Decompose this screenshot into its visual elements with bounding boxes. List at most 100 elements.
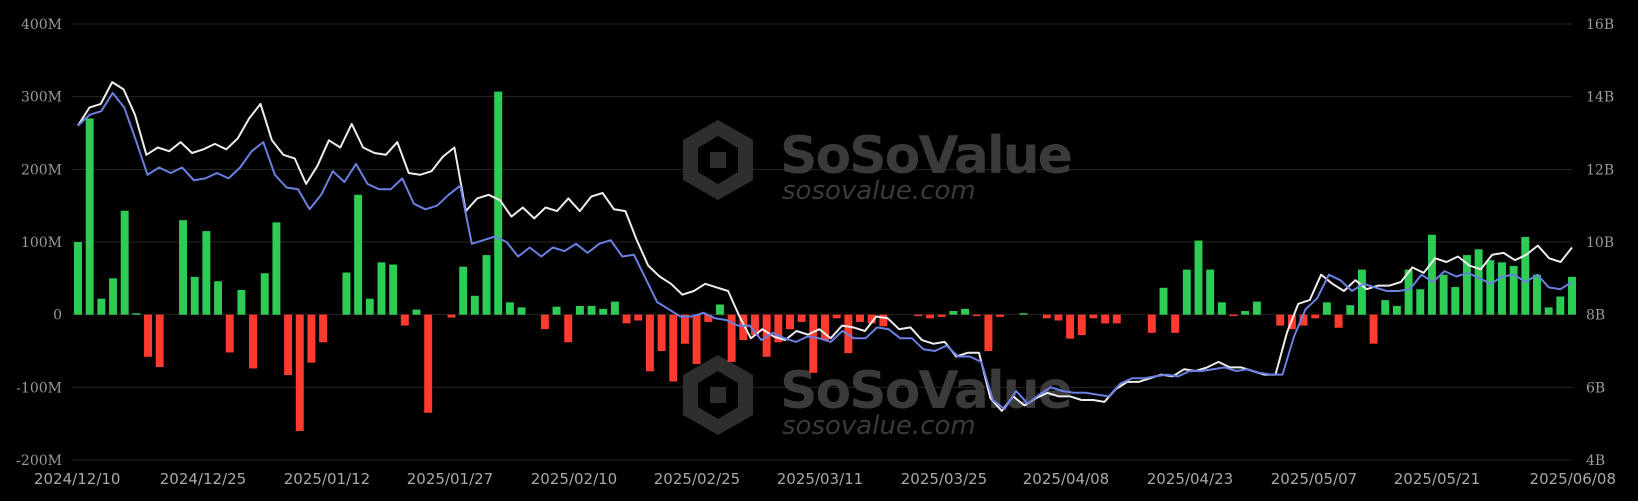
flow-bar (1322, 302, 1331, 315)
flow-bar (377, 262, 386, 315)
flow-bar (926, 314, 935, 319)
flow-bar (1404, 269, 1413, 315)
flow-bar (984, 314, 993, 351)
flow-bar (751, 314, 759, 336)
flow-bar (809, 314, 818, 373)
flow-bar (214, 281, 223, 315)
left-axis-tick-label: -100M (16, 380, 62, 396)
watermark-url: sosovalue.com (782, 411, 976, 441)
flow-bar (1392, 305, 1401, 315)
right-axis-tick-label: 4B (1586, 453, 1605, 469)
flow-bar (739, 314, 748, 341)
flow-bar (1533, 274, 1541, 315)
flow-bar (1089, 314, 1098, 319)
left-axis-tick-label: 300M (21, 90, 62, 106)
flow-bar (1042, 314, 1051, 319)
flow-bar (1357, 269, 1366, 315)
flow-bar (972, 314, 981, 317)
right-axis-tick-label: 12B (1586, 162, 1614, 178)
flow-bar (482, 255, 491, 315)
flow-bar (144, 314, 152, 357)
flow-bar (832, 314, 841, 319)
watermark-bottom: SoSoValue sosovalue.com (683, 355, 1073, 441)
flow-bar (564, 314, 573, 343)
flow-bar (120, 210, 129, 315)
right-axis-tick-label: 16B (1586, 17, 1614, 33)
right-axis-tick-label: 10B (1586, 235, 1614, 251)
flow-bar (879, 314, 888, 327)
flow-bar (587, 305, 596, 315)
x-axis-tick-label: 2025/01/12 (284, 470, 370, 488)
flow-bar (1451, 287, 1460, 315)
watermark-brand: SoSoValue (780, 126, 1071, 186)
flow-bar (680, 314, 689, 344)
flow-bar (704, 314, 713, 322)
right-axis-tick-label: 6B (1586, 380, 1605, 396)
flow-bar (85, 118, 94, 315)
flow-bar (1509, 265, 1518, 315)
flow-bar (1077, 314, 1086, 336)
flow-bar (540, 314, 549, 330)
x-axis-tick-label: 2024/12/25 (160, 470, 246, 488)
flow-bar (1066, 314, 1075, 339)
right-axis-tick-label: 14B (1586, 90, 1614, 106)
flow-bar (1019, 313, 1028, 315)
left-axis-tick-label: 0 (53, 308, 62, 324)
watermark-logo-icon (683, 120, 753, 200)
flow-bar (1171, 314, 1180, 333)
flow-bar (1416, 289, 1425, 315)
flow-bar (494, 91, 503, 315)
watermark-top: SoSoValue sosovalue.com (683, 120, 1073, 206)
x-axis-tick-label: 2025/03/11 (777, 470, 863, 488)
flow-bar (412, 309, 421, 315)
flow-bar (470, 295, 479, 315)
flow-bar (1299, 314, 1308, 326)
x-axis-tick-label: 2025/02/25 (654, 470, 740, 488)
total-value-line-white (77, 81, 1573, 412)
flow-bar (237, 289, 246, 315)
flow-bar (319, 314, 328, 343)
flow-bar (634, 314, 643, 321)
x-axis-tick-label: 2025/02/10 (531, 470, 617, 488)
flow-bar (1486, 260, 1495, 315)
flow-bar (459, 266, 468, 315)
flow-bar (1182, 269, 1191, 315)
watermark-logo-icon (683, 355, 753, 435)
flow-bar (225, 314, 234, 353)
flow-bar (260, 273, 269, 315)
flow-bar (109, 278, 117, 315)
total-value-line-blue (77, 92, 1573, 411)
flow-bar (1276, 314, 1285, 326)
x-axis-tick-label: 2025/03/25 (901, 470, 987, 488)
flow-bar (1147, 314, 1156, 333)
flow-bar (914, 314, 923, 317)
flow-bar (365, 298, 374, 315)
flow-bar (155, 314, 164, 367)
flow-bar (669, 314, 678, 382)
flow-bar (400, 314, 409, 326)
flow-bar (961, 308, 970, 315)
flow-bar (1112, 314, 1121, 324)
flow-bar (1206, 269, 1215, 315)
flow-bar (1568, 276, 1576, 315)
flow-bar (295, 314, 304, 431)
flow-bar (1544, 307, 1553, 315)
flow-bar (610, 301, 619, 315)
left-axis-tick-label: 100M (21, 235, 62, 251)
left-axis-labels: -200M -100M 0 100M 200M 300M 400M (16, 17, 62, 469)
flow-bar (272, 222, 281, 315)
flow-bar (1427, 234, 1436, 315)
flow-bar (342, 272, 351, 315)
x-axis-tick-label: 2025/05/07 (1271, 470, 1357, 488)
flow-bar (517, 307, 526, 315)
flow-bar (1101, 314, 1110, 324)
flow-bar (505, 302, 514, 315)
flow-bar (949, 311, 958, 315)
flow-bar (1556, 296, 1565, 315)
x-axis-tick-label: 2025/06/08 (1530, 470, 1616, 488)
flow-bar (307, 314, 316, 363)
flow-bar (1311, 314, 1320, 319)
left-axis-tick-label: 400M (21, 17, 62, 33)
right-axis-labels: 4B 6B 8B 10B 12B 14B 16B (1586, 17, 1614, 469)
flow-bar (1498, 262, 1506, 315)
